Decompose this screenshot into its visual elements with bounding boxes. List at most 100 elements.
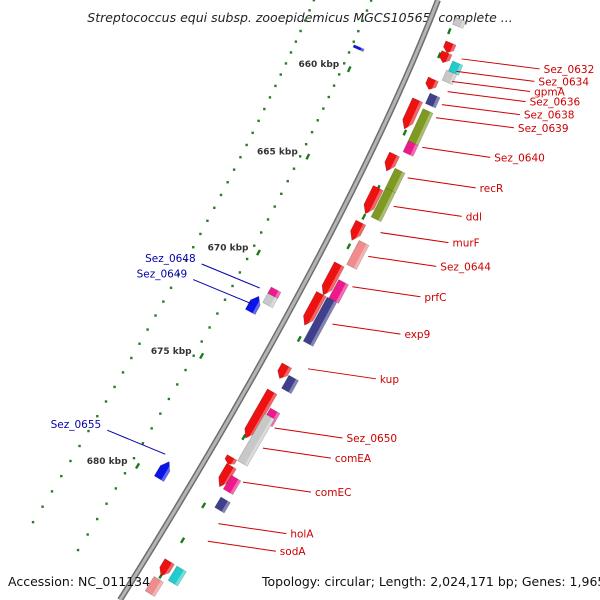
gene-shine	[310, 300, 337, 347]
gene-label-gpmA[interactable]: gpmA	[534, 86, 566, 98]
gene-label-Sez_0634[interactable]: Sez_0634	[538, 76, 589, 88]
gc-dot	[167, 397, 171, 401]
gc-dot	[146, 328, 149, 331]
gene-arrow	[425, 76, 439, 92]
gene-label-recR[interactable]: recR	[480, 183, 504, 195]
gc-dot	[303, 19, 307, 22]
gc-dot-tracks	[31, 0, 452, 579]
gc-dot	[284, 62, 288, 65]
gc-dot	[50, 490, 54, 493]
gene-body	[346, 239, 370, 270]
gc-dot	[263, 107, 266, 111]
gc-dot	[357, 29, 360, 33]
gc-dot	[169, 286, 173, 290]
gene-body	[277, 362, 293, 379]
gene-label-comEC[interactable]: comEC	[315, 487, 351, 499]
gene-shine	[360, 47, 365, 52]
gene-label-kup[interactable]: kup	[380, 374, 399, 386]
gene-label-Sez_0649[interactable]: Sez_0649	[137, 269, 188, 281]
gc-dot	[299, 29, 302, 33]
gene-label-ddl[interactable]: ddl	[466, 211, 482, 223]
gene-shine	[174, 570, 187, 586]
gc-dot	[260, 231, 263, 234]
gene-shine	[221, 501, 231, 513]
gene-body	[439, 50, 453, 63]
gene-label-Sez_0644[interactable]: Sez_0644	[440, 261, 491, 273]
gene-body	[245, 295, 261, 315]
gc-dot	[352, 40, 355, 43]
gene-shine	[281, 366, 292, 382]
skew-mark	[346, 243, 352, 250]
gene-body	[224, 454, 238, 465]
gc-dot	[257, 119, 260, 123]
gc-dot	[369, 0, 373, 2]
gene-arrow	[402, 97, 424, 132]
gene-arrow	[443, 40, 457, 55]
gene-shine	[230, 479, 241, 495]
gc-dot	[322, 107, 325, 110]
gene-label-murF[interactable]: murF	[452, 238, 479, 250]
gc-dot	[113, 385, 116, 389]
gene-label-Sez_0636[interactable]: Sez_0636	[530, 97, 581, 109]
leader-line	[107, 429, 166, 455]
gc-dot	[206, 219, 209, 223]
gene-label-Sez_0638[interactable]: Sez_0638	[524, 110, 575, 122]
accession-text: Accession: NC_011134	[8, 574, 151, 589]
gc-dot	[338, 73, 341, 76]
gene-label-Sez_0655[interactable]: Sez_0655	[51, 419, 102, 431]
gc-dot	[223, 298, 227, 301]
gene-body	[402, 97, 424, 130]
leader-line	[461, 58, 540, 70]
gene-shine	[335, 283, 349, 304]
leader-line	[456, 70, 535, 82]
gc-dot	[138, 342, 141, 345]
gene-body	[302, 296, 338, 347]
leader-line	[422, 146, 491, 158]
gene-shine	[445, 53, 452, 65]
gene-shine	[247, 392, 277, 441]
gene-shine	[230, 458, 237, 467]
gc-dot	[312, 0, 316, 2]
gc-dot	[266, 218, 270, 221]
gene-label-comEA[interactable]: comEA	[335, 453, 372, 465]
gc-dot	[308, 9, 311, 12]
gene-label-Sez_0650[interactable]: Sez_0650	[346, 433, 397, 445]
gene-arrow	[214, 496, 231, 514]
scale-ticks: 660 kbp 665 kbp 670 kbp 675 kbp 680 kbp	[87, 60, 352, 470]
gene-body	[237, 413, 275, 467]
gene-arrow	[363, 185, 384, 217]
gene-shine	[392, 171, 405, 193]
gc-dot	[280, 192, 283, 196]
scale-tick-mark	[199, 352, 205, 360]
skew-mark	[361, 213, 367, 221]
gc-dot	[245, 143, 248, 147]
gene-labels[interactable]: Sez_0632Sez_0634gpmASez_0636Sez_0638Sez_…	[51, 64, 595, 558]
gene-label-sodA[interactable]: sodA	[280, 546, 307, 558]
gene-shine	[325, 265, 345, 298]
gene-body	[153, 461, 171, 482]
gc-dot	[226, 181, 229, 184]
gene-shine	[252, 297, 264, 315]
gene-shine	[269, 411, 280, 427]
gene-arrow	[281, 374, 299, 395]
gene-label-prfC[interactable]: prfC	[424, 292, 446, 304]
gene-label-Sez_0640[interactable]: Sez_0640	[494, 152, 545, 164]
gene-arrow	[237, 413, 275, 467]
gene-body	[443, 40, 457, 54]
gc-dot	[361, 19, 364, 22]
skew-mark	[180, 537, 186, 544]
gc-dot	[87, 429, 90, 433]
gene-body	[402, 140, 419, 157]
gene-label-Sez_0632[interactable]: Sez_0632	[544, 64, 595, 76]
gene-body	[167, 565, 187, 587]
gene-label-Sez_0639[interactable]: Sez_0639	[518, 123, 569, 135]
gene-arrow	[424, 92, 441, 109]
scale-tick-mark	[134, 462, 141, 470]
gc-dot	[199, 232, 202, 236]
gene-label-Sez_0648[interactable]: Sez_0648	[145, 253, 196, 265]
gene-label-holA[interactable]: holA	[290, 529, 314, 541]
gene-shine	[288, 379, 299, 394]
gene-label-exp9[interactable]: exp9	[404, 329, 430, 341]
label-leader-lines	[107, 58, 540, 552]
